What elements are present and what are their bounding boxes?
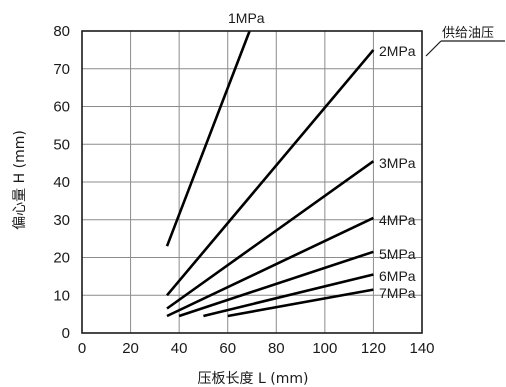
y-tick-70: 70 (53, 61, 70, 78)
y-tick-20: 20 (53, 250, 70, 267)
series-line-6MPa (203, 273, 374, 318)
legend-title: 供给油压 (442, 26, 494, 41)
y-axis-label: 偏心量 H (mm) (12, 130, 28, 230)
series-label-3MPa: 3MPa (379, 155, 416, 171)
x-tick-140: 140 (409, 340, 434, 357)
series-label-7MPa: 7MPa (379, 285, 416, 301)
series-line-3MPa (166, 160, 375, 310)
series-line-7MPa (227, 288, 374, 318)
y-tick-10: 10 (53, 287, 70, 304)
x-tick-80: 80 (268, 340, 285, 357)
legend-pointer-line (425, 40, 442, 57)
series-lines (165, 30, 375, 318)
series-label-2MPa: 2MPa (379, 43, 416, 59)
series-line-2MPa (166, 49, 375, 297)
x-tick-120: 120 (361, 340, 386, 357)
y-tick-0: 0 (62, 325, 70, 342)
plot-frame (81, 30, 423, 334)
x-tick-0: 0 (78, 340, 86, 357)
series-label-6MPa: 6MPa (379, 268, 416, 284)
y-tick-40: 40 (53, 174, 70, 191)
series-label-1MPa: 1MPa (228, 10, 265, 26)
x-tick-20: 20 (122, 340, 139, 357)
y-tick-80: 80 (53, 23, 70, 40)
series-line-5MPa (178, 250, 374, 318)
y-tick-30: 30 (53, 212, 70, 229)
x-tick-60: 60 (219, 340, 236, 357)
y-tick-labels: 0 10 20 30 40 50 60 70 80 (53, 23, 70, 342)
y-tick-50: 50 (53, 136, 70, 153)
grid (82, 31, 422, 333)
series-line-1MPa (165, 30, 251, 247)
y-tick-60: 60 (53, 99, 70, 116)
series-label-5MPa: 5MPa (379, 246, 416, 262)
series-line-4MPa (166, 216, 374, 318)
x-tick-labels: 0 20 40 60 80 100 120 140 (78, 340, 435, 357)
x-tick-40: 40 (171, 340, 188, 357)
series-label-4MPa: 4MPa (379, 212, 416, 228)
x-tick-100: 100 (312, 340, 337, 357)
x-axis-label: 压板长度 L (mm) (198, 371, 309, 387)
